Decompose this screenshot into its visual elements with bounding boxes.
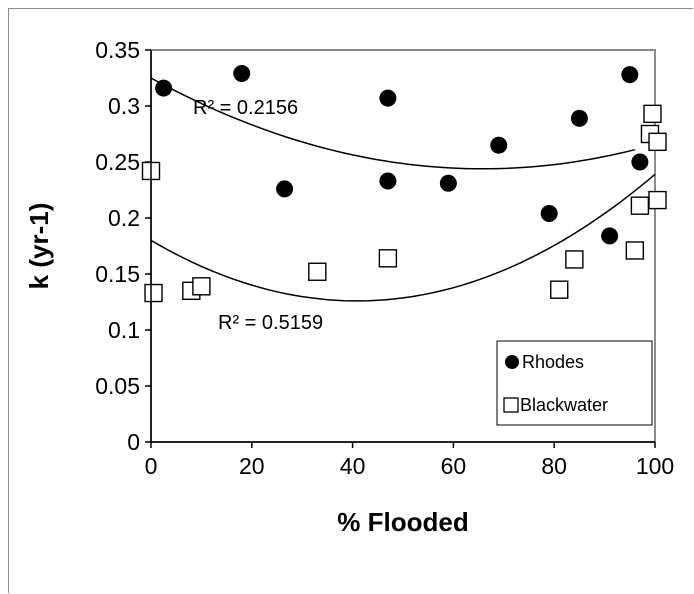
legend-marker-rhodes xyxy=(505,355,519,369)
point-blackwater-1 xyxy=(144,283,163,303)
point-rhodes-9 xyxy=(601,227,619,245)
trend-line-blackwater xyxy=(150,173,656,302)
y-tick-label-5: 0.25 xyxy=(95,149,140,175)
point-rhodes-10 xyxy=(621,66,639,84)
point-rhodes-11 xyxy=(631,153,649,171)
trend-line-rhodes xyxy=(150,77,635,170)
point-rhodes-5 xyxy=(439,174,457,192)
legend-box xyxy=(496,340,653,426)
point-rhodes-7 xyxy=(540,205,558,223)
point-blackwater-7 xyxy=(565,250,584,269)
y-axis-title: k (yr-1) xyxy=(24,203,54,290)
x-tick-label-2: 40 xyxy=(340,453,366,479)
y-tick-label-7: 0.35 xyxy=(95,37,140,63)
y-tick-label-1: 0.05 xyxy=(95,373,140,399)
x-tick-label-4: 80 xyxy=(541,453,567,479)
x-tick-label-5: 100 xyxy=(636,453,674,479)
point-rhodes-8 xyxy=(570,109,588,127)
axes: 0 0.05 0.1 0.15 0.2 0.25 0.3 0.35 0 20 40 60 80 100 xyxy=(95,37,674,479)
point-blackwater-13 xyxy=(648,190,667,210)
point-rhodes-2 xyxy=(276,180,294,198)
r2-label-rhodes: R² = 0.2156 xyxy=(193,97,298,119)
y-tick-label-0: 0 xyxy=(127,429,140,455)
x-tick-label-0: 0 xyxy=(145,453,158,479)
point-rhodes-0 xyxy=(155,79,173,97)
y-tick-label-6: 0.3 xyxy=(108,93,140,119)
y-tick-label-3: 0.15 xyxy=(95,261,140,287)
legend-marker-blackwater xyxy=(503,397,519,413)
r2-label-blackwater: R² = 0.5159 xyxy=(218,312,323,334)
point-blackwater-9 xyxy=(630,196,650,215)
point-blackwater-11 xyxy=(643,104,662,124)
legend: Rhodes Blackwater xyxy=(496,340,653,426)
x-tick-label-1: 20 xyxy=(239,453,265,479)
chart-frame xyxy=(8,8,693,593)
x-tick-label-3: 60 xyxy=(441,453,467,479)
trend-lines xyxy=(150,77,656,302)
point-rhodes-1 xyxy=(233,65,251,83)
point-blackwater-5 xyxy=(378,249,398,268)
point-blackwater-6 xyxy=(550,280,569,299)
data-points xyxy=(141,65,667,303)
point-blackwater-3 xyxy=(192,277,211,296)
point-blackwater-4 xyxy=(308,262,327,281)
point-rhodes-4 xyxy=(379,172,397,190)
y-tick-label-4: 0.2 xyxy=(108,205,140,231)
y-tick-label-2: 0.1 xyxy=(108,317,140,343)
point-rhodes-6 xyxy=(490,136,508,154)
point-blackwater-12 xyxy=(648,132,667,152)
legend-label-blackwater: Blackwater xyxy=(520,395,608,415)
point-blackwater-8 xyxy=(625,241,645,260)
legend-label-rhodes: Rhodes xyxy=(522,352,584,372)
point-rhodes-3 xyxy=(379,89,397,107)
x-axis-title: % Flooded xyxy=(337,507,468,537)
